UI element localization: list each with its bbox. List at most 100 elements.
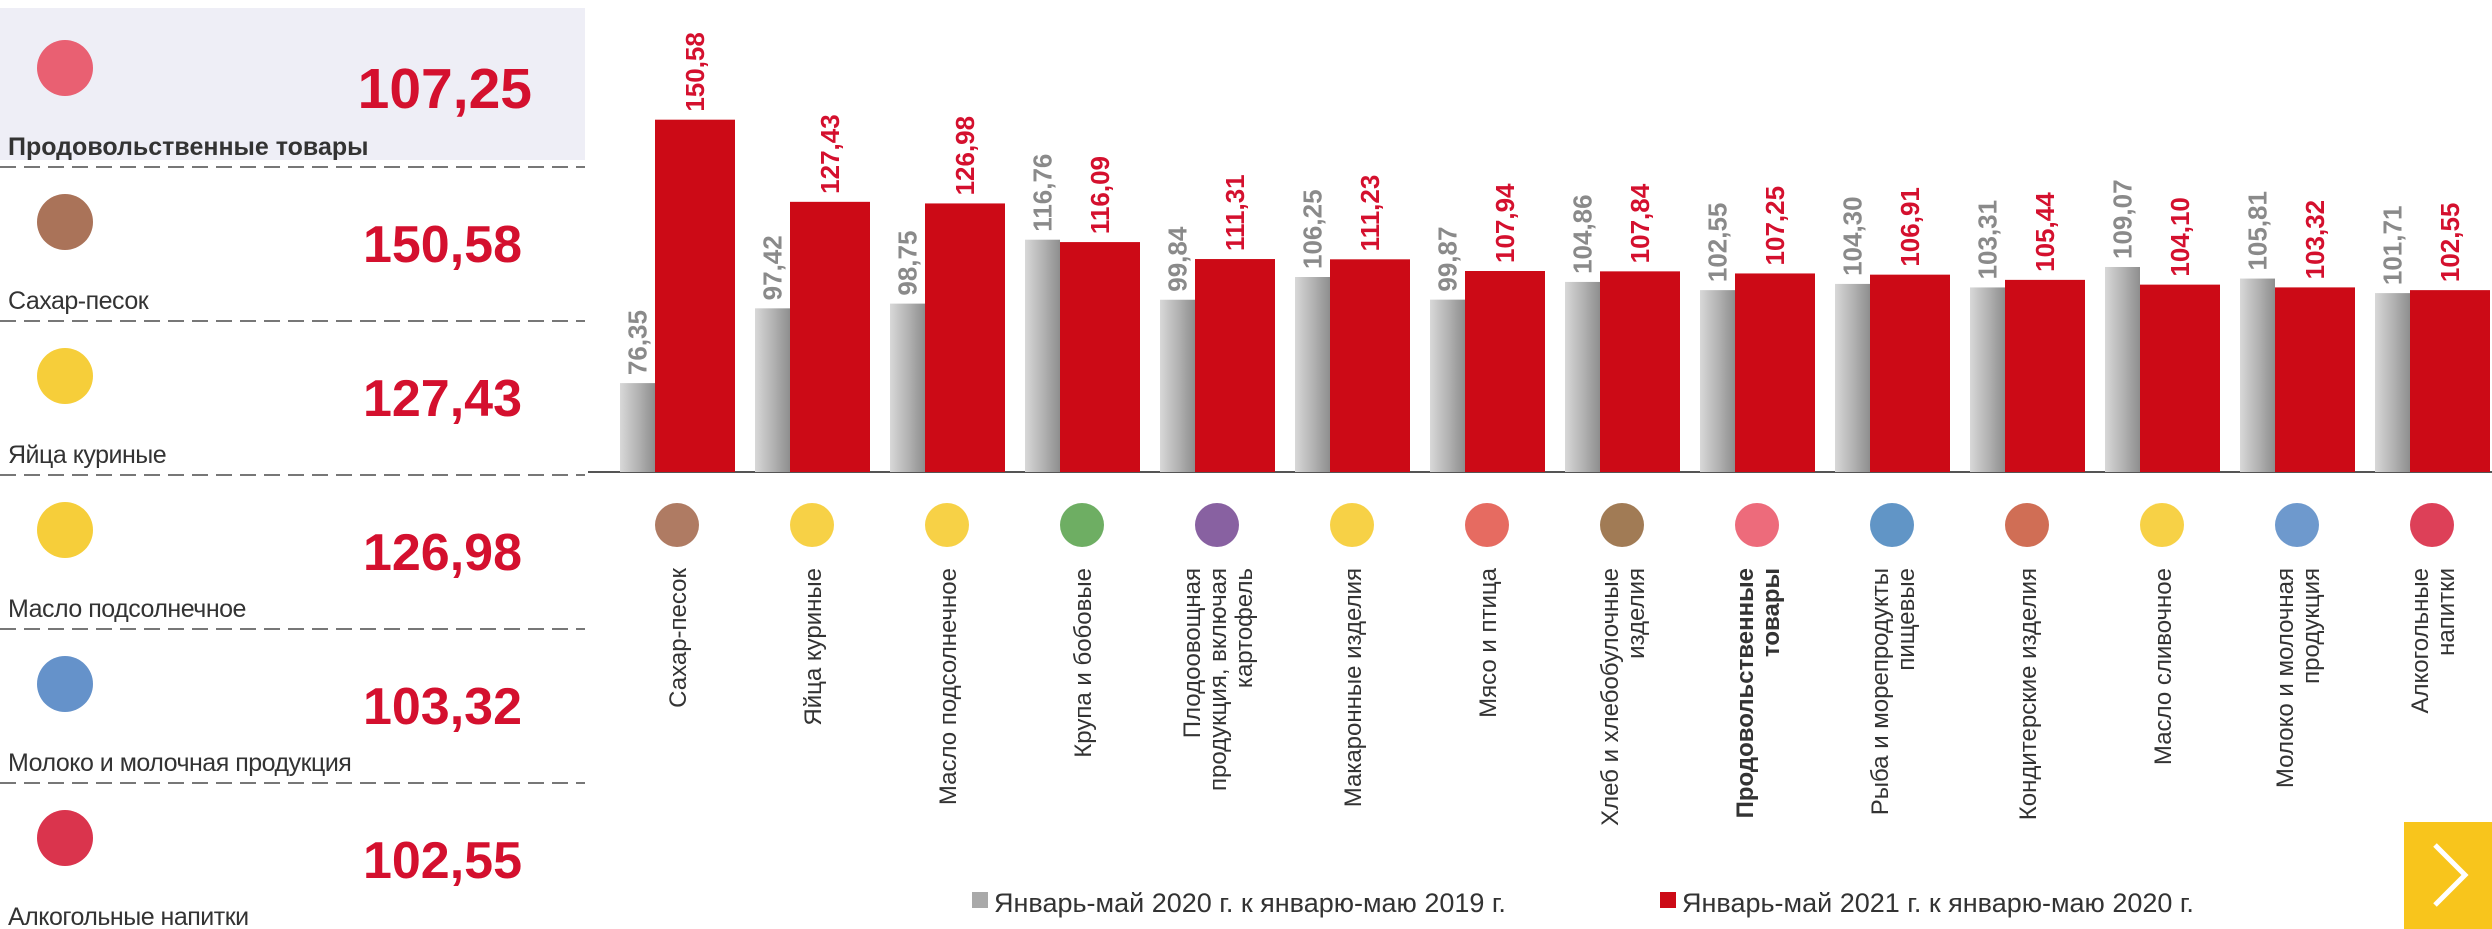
bar (1330, 259, 1410, 472)
data-label: 116,09 (1085, 156, 1115, 234)
x-tick-label: Сахар-песок (665, 568, 692, 708)
x-tick-label: Мясо и птица (1475, 567, 1502, 717)
data-label: 105,44 (2030, 192, 2060, 272)
panel-icon (37, 656, 93, 712)
data-label: 101,71 (2378, 206, 2408, 286)
x-tick-label: Рыба и морепродуктыпищевые (1867, 568, 1920, 815)
category-icon (2275, 503, 2319, 547)
bar (1970, 287, 2005, 472)
data-label: 104,86 (1568, 194, 1598, 274)
bar (2105, 266, 2140, 472)
data-label: 111,23 (1355, 175, 1385, 252)
data-label: 98,75 (893, 231, 923, 296)
x-tick-label: Хлеб и хлебобулочныеизделия (1597, 568, 1650, 826)
x-tick-label: Молоко и молочнаяпродукция (2272, 568, 2325, 788)
data-label: 107,25 (1760, 186, 1790, 266)
category-icon (2005, 503, 2049, 547)
category-icon (2410, 503, 2454, 547)
category-icon (925, 503, 969, 547)
x-tick-label: Алкогольныенапитки (2407, 568, 2460, 714)
data-label: 126,98 (950, 116, 980, 196)
bar (1465, 271, 1545, 472)
data-label: 127,43 (815, 114, 845, 194)
panel-value: 150,58 (363, 216, 522, 274)
panel-icon (37, 502, 93, 558)
legend-label: Январь-май 2021 г. к январю-маю 2020 г. (1682, 888, 2194, 918)
legend-swatch (1660, 892, 1676, 908)
data-label: 102,55 (1703, 203, 1733, 283)
bar (2005, 279, 2085, 472)
category-icon (1330, 503, 1374, 547)
category-icon (1870, 503, 1914, 547)
panel-value: 103,32 (363, 678, 522, 736)
data-label: 107,84 (1625, 183, 1655, 263)
panel-name: Сахар-песок (8, 287, 150, 315)
panel-icon (37, 40, 93, 96)
category-icon (1600, 503, 1644, 547)
x-tick-label: Масло подсолнечное (935, 568, 962, 805)
bar (1565, 281, 1600, 472)
data-label: 106,25 (1298, 189, 1328, 269)
panel-name: Алкогольные напитки (8, 903, 249, 929)
data-label: 102,55 (2435, 203, 2465, 283)
panel-icon (37, 194, 93, 250)
panel-icon (37, 348, 93, 404)
panel-value: 107,25 (358, 57, 532, 121)
data-label: 107,94 (1490, 183, 1520, 263)
x-tick-label: Крупа и бобовые (1070, 568, 1097, 758)
next-arrow[interactable] (2433, 843, 2469, 907)
bar (1160, 299, 1195, 472)
panel-name: Молоко и молочная продукция (8, 749, 351, 777)
data-label: 105,81 (2243, 191, 2273, 271)
next-button[interactable] (2404, 822, 2492, 929)
x-tick-label: Кондитерские изделия (2015, 568, 2042, 820)
bar (2140, 284, 2220, 472)
data-label: 111,31 (1220, 174, 1250, 251)
bar (1295, 276, 1330, 472)
panel-value: 102,55 (363, 832, 522, 890)
panel-name: Продовольственные товары (8, 133, 369, 161)
data-label: 103,31 (1973, 200, 2003, 280)
data-label: 109,07 (2108, 179, 2138, 259)
data-label: 104,30 (1838, 196, 1868, 276)
bar (890, 303, 925, 472)
bar (2410, 290, 2490, 472)
bar (1735, 273, 1815, 472)
bar (2275, 287, 2355, 472)
data-label: 103,32 (2300, 200, 2330, 280)
data-label: 116,76 (1028, 154, 1058, 232)
data-label: 97,42 (758, 235, 788, 300)
panel-value: 127,43 (363, 370, 522, 428)
bar (620, 383, 655, 472)
panel-name: Яйца куриные (8, 441, 166, 469)
panel-highlight (0, 8, 585, 160)
category-icon (790, 503, 834, 547)
data-label: 99,84 (1163, 226, 1193, 292)
x-tick-label: Продовольственныетовары (1732, 568, 1785, 818)
bar (2240, 278, 2275, 472)
category-icon (1465, 503, 1509, 547)
bar (1430, 299, 1465, 472)
panel-icon (37, 810, 93, 866)
bar (2375, 293, 2410, 472)
x-tick-label: Яйца куриные (800, 568, 827, 726)
bar (1195, 259, 1275, 472)
bar (1870, 274, 1950, 472)
bar (1060, 242, 1140, 472)
x-tick-label: Масло сливочное (2150, 568, 2177, 765)
bar (1025, 239, 1060, 472)
category-icon (2140, 503, 2184, 547)
bar (1835, 283, 1870, 472)
category-icon (655, 503, 699, 547)
category-icon (1195, 503, 1239, 547)
panel-value: 126,98 (363, 524, 522, 582)
bar (925, 203, 1005, 473)
bar (1600, 271, 1680, 472)
data-label: 76,35 (623, 310, 653, 375)
data-label: 150,58 (680, 32, 710, 112)
data-label: 106,91 (1895, 187, 1925, 267)
legend-swatch (972, 892, 988, 908)
panel-name: Масло подсолнечное (8, 595, 246, 623)
data-label: 99,87 (1433, 227, 1463, 292)
